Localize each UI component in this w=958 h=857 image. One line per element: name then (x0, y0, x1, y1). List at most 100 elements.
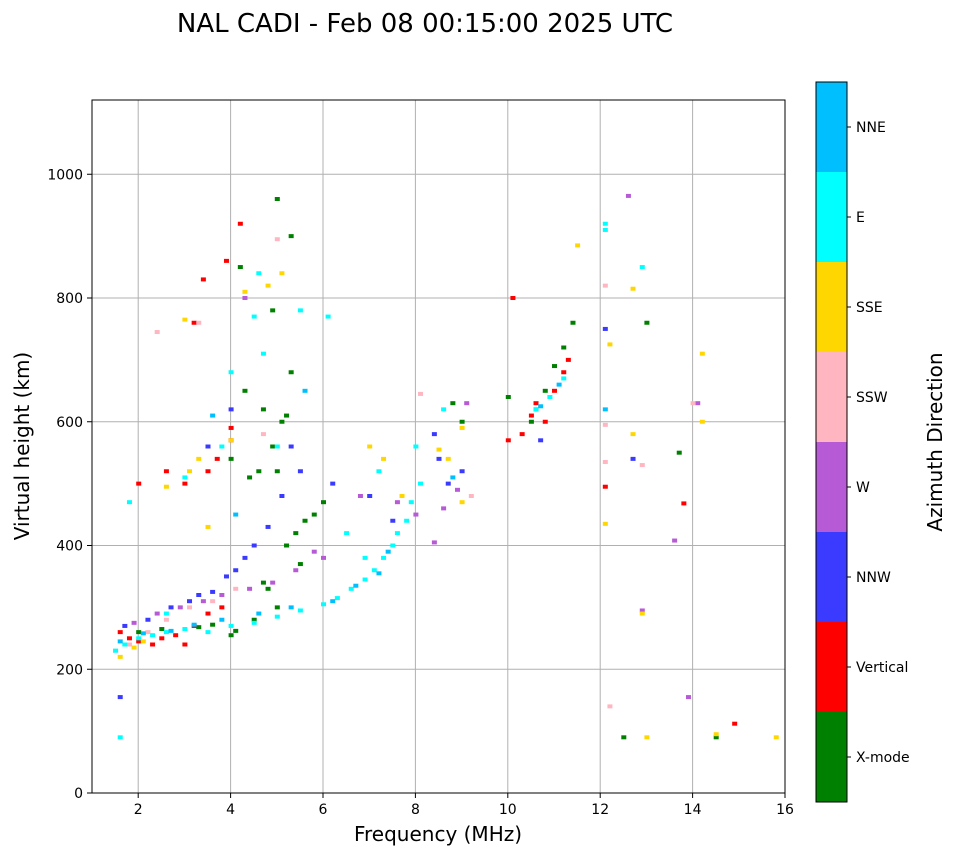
data-point-w (685, 695, 691, 700)
data-point-x-mode (552, 364, 557, 369)
colorbar-tick-label: W (856, 480, 870, 496)
data-point-sse (265, 283, 271, 288)
data-point-sse (602, 521, 608, 526)
data-point-sse (367, 444, 373, 449)
data-point-nnw (330, 481, 336, 486)
data-point-x-mode (159, 627, 165, 632)
data-point-x-mode (251, 617, 257, 622)
data-point-sse (163, 484, 169, 489)
data-point-x-mode (621, 735, 627, 740)
data-point-w (177, 605, 183, 610)
data-point-ssw (196, 320, 202, 325)
data-point-w (247, 586, 253, 591)
data-point-vertical (159, 636, 165, 641)
data-point-sse (699, 351, 705, 356)
data-point-x-mode (459, 419, 465, 424)
x-tick-label: 4 (226, 802, 235, 818)
data-point-sse (279, 271, 285, 276)
x-tick-label: 8 (411, 802, 420, 818)
data-point-nnw (168, 605, 174, 610)
data-point-vertical (173, 633, 179, 638)
data-point-vertical (182, 642, 188, 647)
data-point-nne (140, 631, 146, 636)
data-point-e (297, 308, 303, 313)
data-points (113, 193, 779, 740)
data-point-nne (353, 583, 359, 588)
data-point-nnw (538, 438, 544, 443)
data-point-ssw (639, 463, 645, 468)
data-point-w (431, 540, 437, 545)
data-point-nne (538, 404, 544, 409)
data-point-e (251, 620, 257, 625)
plot-area (92, 100, 785, 793)
colorbar-tick-label: SSE (856, 300, 883, 316)
data-point-nnw (228, 407, 234, 412)
data-point-x-mode (293, 531, 299, 536)
data-point-sse (459, 425, 465, 430)
data-point-sse (639, 611, 645, 616)
data-point-nne (288, 605, 294, 610)
data-point-e (602, 221, 608, 226)
y-tick-label: 400 (56, 539, 83, 555)
data-point-ssw (163, 617, 169, 622)
data-point-w (293, 568, 299, 573)
data-point-e (376, 469, 382, 474)
data-point-w (413, 512, 419, 517)
data-point-vertical (561, 370, 567, 375)
data-point-vertical (228, 425, 234, 430)
data-point-w (695, 401, 701, 406)
data-point-x-mode (247, 475, 253, 480)
data-point-x-mode (284, 543, 290, 548)
y-tick-label: 0 (74, 786, 83, 802)
data-point-sse (773, 735, 779, 740)
data-point-sse (459, 500, 465, 505)
data-point-x-mode (260, 580, 266, 585)
data-point-nnw (602, 326, 608, 331)
data-point-vertical (519, 432, 525, 437)
data-point-ssw (690, 401, 696, 406)
data-point-nnw (205, 444, 211, 449)
data-point-x-mode (270, 308, 276, 313)
data-point-nne (385, 549, 391, 554)
colorbar-tick-label: NNE (856, 120, 886, 136)
data-point-w (441, 506, 447, 511)
data-point-sse (182, 317, 188, 322)
data-point-sse (607, 342, 613, 347)
data-point-e (334, 596, 340, 601)
data-point-x-mode (505, 395, 511, 399)
data-point-w (200, 599, 206, 604)
data-point-w (454, 487, 460, 492)
data-point-nnw (117, 695, 123, 700)
colorbar-segment (816, 712, 847, 802)
data-point-nnw (297, 469, 303, 474)
data-point-w (154, 611, 160, 616)
data-point-vertical (214, 456, 220, 461)
data-point-nnw (459, 469, 465, 474)
data-point-nnw (431, 432, 437, 437)
data-point-x-mode (561, 345, 567, 350)
data-point-sse (381, 456, 387, 461)
data-point-sse (131, 645, 137, 650)
colorbar-segment (816, 442, 847, 532)
data-point-nnw (145, 617, 151, 622)
data-point-x-mode (676, 450, 682, 455)
data-point-nnw (242, 555, 248, 560)
data-point-e (136, 636, 142, 641)
data-point-e (150, 633, 156, 638)
data-point-e (371, 568, 377, 573)
data-point-nne (168, 628, 174, 633)
data-point-ssw (233, 586, 239, 591)
data-point-ssw (468, 494, 474, 498)
data-point-sse (140, 639, 146, 644)
data-point-e (321, 602, 326, 607)
data-point-nne (219, 617, 225, 622)
data-point-w (311, 549, 317, 554)
data-point-nnw (390, 518, 396, 523)
data-point-x-mode (542, 388, 548, 393)
data-point-vertical (117, 630, 123, 635)
colorbar-segment (816, 82, 847, 172)
data-point-x-mode (242, 388, 248, 393)
data-point-e (117, 735, 123, 740)
colorbar-frame (815, 81, 848, 803)
